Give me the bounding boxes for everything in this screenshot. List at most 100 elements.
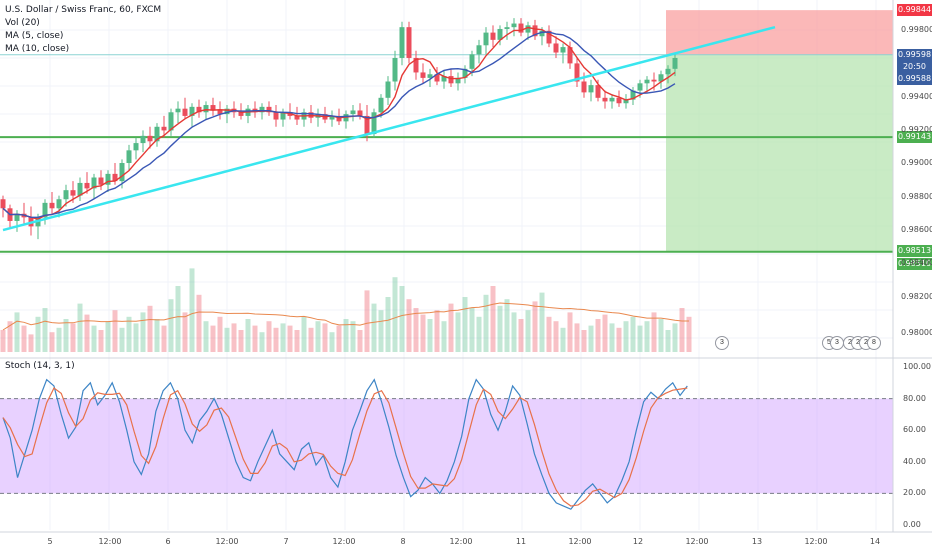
volume-bar <box>665 330 671 352</box>
volume-bar <box>336 325 342 352</box>
time-axis-label: 12:00 <box>804 537 828 546</box>
candle-body <box>651 79 657 82</box>
price-tag-last: 0.99588 <box>897 72 932 85</box>
stop-loss-zone <box>666 10 893 55</box>
stoch-axis-label: 20.00 <box>903 488 926 498</box>
volume-bar <box>63 319 69 352</box>
time-axis-label: 12:00 <box>449 537 473 546</box>
price-axis-label: 0.98600 <box>901 225 932 234</box>
stoch-axis-label: 100.00 <box>903 362 931 371</box>
time-axis-label: 5 <box>47 537 53 546</box>
trendline[interactable] <box>2 25 776 232</box>
volume-bar <box>469 308 475 352</box>
candle-body <box>539 30 545 37</box>
time-axis-label: 6 <box>165 537 171 546</box>
volume-bar <box>91 325 97 352</box>
candle-body <box>238 112 244 116</box>
ma10-label: MA (10, close) <box>5 44 70 54</box>
candle-body <box>616 97 622 104</box>
volume-bar <box>525 310 531 352</box>
volume-bar <box>182 312 188 352</box>
candle-body <box>91 177 97 189</box>
candle-body <box>154 126 160 142</box>
stoch-axis-label: 60.00 <box>903 425 926 435</box>
volume-bar <box>441 321 447 352</box>
symbol-title: U.S. Dollar / Swiss Franc, 60, FXCM <box>5 5 162 15</box>
volume-bar <box>371 303 377 352</box>
time-axis-label: 12:00 <box>568 537 592 546</box>
volume-bar <box>329 332 335 352</box>
volume-bar <box>644 321 650 352</box>
candle-body <box>343 114 349 122</box>
candle-body <box>280 112 286 120</box>
volume-bar <box>119 327 125 352</box>
volume-bar <box>273 327 279 352</box>
volume-bar <box>357 330 363 352</box>
ma5-label: MA (5, close) <box>5 31 64 41</box>
moving-averages <box>2 26 676 220</box>
candle-body <box>469 54 475 69</box>
stoch-axis-label: 40.00 <box>903 456 926 466</box>
legend: U.S. Dollar / Swiss Franc, 60, FXCM Vol … <box>5 4 161 56</box>
candle-body <box>406 27 412 58</box>
volume-bar <box>308 327 314 352</box>
volume-bar <box>133 323 139 352</box>
candles[interactable] <box>0 18 678 240</box>
volume-bar <box>196 294 202 352</box>
candle-body <box>56 199 62 209</box>
candle-body <box>63 190 69 200</box>
volume-bar <box>322 323 328 352</box>
volume-bar <box>497 305 503 352</box>
volume-bar <box>532 301 538 352</box>
volume-bar <box>28 334 34 352</box>
volume-bar <box>70 323 76 352</box>
volume-bar <box>581 330 587 352</box>
candle-body <box>0 199 6 209</box>
time-axis-label: 13 <box>751 537 763 546</box>
candle-body <box>553 43 559 53</box>
volume-bar <box>315 321 321 352</box>
volume-bars <box>0 268 692 352</box>
candle-body <box>112 173 118 182</box>
time-axis-label: 8 <box>400 537 406 546</box>
volume-bar <box>203 321 209 352</box>
candle-body <box>189 106 195 116</box>
event-marker[interactable]: 3 <box>715 336 729 350</box>
volume-bar <box>553 321 559 352</box>
volume-bar <box>602 314 608 352</box>
volume-bar <box>490 286 496 352</box>
volume-bar <box>518 319 524 352</box>
candle-body <box>77 182 83 196</box>
volume-bar <box>210 325 216 352</box>
volume-bar <box>504 299 510 352</box>
volume-bar <box>483 294 489 352</box>
volume-bar <box>455 312 461 352</box>
volume-bar <box>154 319 160 352</box>
volume-bar <box>189 268 195 352</box>
event-marker[interactable]: 3 <box>830 336 844 350</box>
candle-body <box>210 105 216 111</box>
event-marker[interactable]: 8 <box>867 336 881 350</box>
volume-bar <box>112 310 118 352</box>
candle-body <box>609 97 615 102</box>
candle-body <box>259 106 265 113</box>
volume-bar <box>378 310 384 352</box>
volume-bar <box>77 303 83 352</box>
candle-body <box>630 90 636 100</box>
volume-bar <box>287 325 293 352</box>
price-axis-label: 0.99800 <box>901 25 932 34</box>
volume-bar <box>672 323 678 352</box>
volume-bar <box>161 325 167 352</box>
volume-bar <box>539 292 545 352</box>
candle-body <box>385 81 391 98</box>
volume-bar <box>35 316 41 352</box>
candle-body <box>105 173 111 185</box>
candle-body <box>98 177 104 185</box>
candle-body <box>497 28 503 40</box>
candle-body <box>665 68 671 75</box>
candle-body <box>168 112 174 131</box>
volume-bar <box>7 321 13 352</box>
candle-body <box>84 182 90 189</box>
price-tag-countdown: 20:50 <box>897 60 932 73</box>
